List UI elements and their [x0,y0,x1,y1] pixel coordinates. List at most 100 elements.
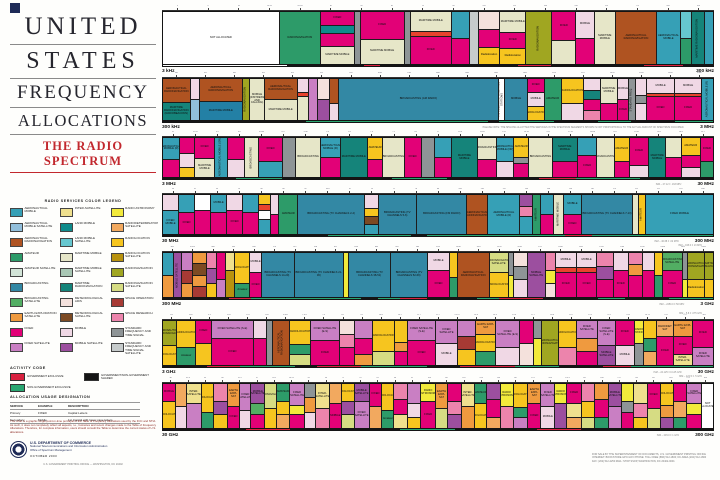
tick: 512 [293,246,297,251]
band-segment: AERONAUTICAL MOBILE (OR) [496,138,515,177]
usage-designation-table: SERVICE EXAMPLE DESCRIPTION Primary FIXED Cap… [10,402,140,424]
band-end-label: 3 GHz [700,301,714,307]
allocation-block [682,253,687,280]
tick: 200 [600,377,604,382]
allocation-block [195,211,211,234]
allocation-label: AERONAUTICAL MOBILE (OR) [218,138,222,177]
band-segment: MARITIME MOBILE [554,195,565,234]
allocation-label: MARITIME MOBILE [598,34,612,40]
band-segment [243,195,260,234]
allocation-block [195,195,211,212]
band-segment: FIXED SATELLITE [576,321,598,365]
legend-label: RADIONAVIGATION [125,267,153,270]
band-segment [520,195,534,234]
legend-swatch [10,313,23,322]
allocation-label: AERONAUTICAL RADIONAVIGATION [208,86,234,92]
band-segment: EARTH EXPL SAT FIXED [227,384,241,428]
band-segment [318,79,330,120]
allocation-block [226,271,235,297]
band-segment: RADIOLOCATION [513,384,529,428]
allocation-block [642,271,655,297]
allocation-block [448,384,461,402]
page-title-line4: ALLOCATIONS [17,111,149,130]
allocation-block [290,406,304,416]
allocation-label: STANDARD FREQ. [629,87,633,112]
allocation-block: FIXED [528,404,541,428]
tick: 174 [612,188,617,193]
tick: 174.5 [564,377,570,382]
allocation-label: MOBILE [213,201,224,205]
allocation-label: FIXED [426,47,435,51]
allocation-block [681,167,700,177]
allocation-label: FIXED SATELLITE (S-E) [599,327,614,337]
allocation-label: FIXED [182,221,191,225]
tick: 32 [193,188,197,193]
band-segment [227,138,246,177]
allocation-block: RADIOLOCATION [476,334,496,353]
band-segment [628,253,643,297]
tick-row: 300 328.6 400 406 450 470 512 608 614 698 806 902 96… [162,245,714,252]
allocation-block: BROADCASTING [295,138,321,177]
tick: 300 [703,377,708,382]
band-segment: FIXED MARITIME MOBILE [321,12,355,64]
allocation-block: RADIOLOCATION [289,321,311,346]
tick: 59 [360,5,363,10]
activity-swatch [84,373,99,381]
activity-segment [515,366,559,368]
allocation-block [647,408,660,428]
allocation-block: MARITIME MOBILE [649,138,666,177]
legend-label: BROADCASTING SATELLITE [24,297,49,304]
allocation-block [594,384,608,400]
tick: 72 [392,188,395,193]
allocation-block: FIXED [567,384,582,404]
allocation-label: FIXED SATELLITE [695,352,710,359]
allocation-label: MARITIME MOBILE [268,107,293,111]
tick: 59 [307,377,310,382]
tick: 23.6 [626,314,631,319]
allocation-label: RADIOLOCATION [561,88,583,92]
allocation-block: INTER-SATELLITE [186,384,201,405]
allocation-block [163,275,173,297]
tick: 806 [374,246,379,251]
allocation-block: FIXED [577,272,597,297]
spectrum-chart: 3 9 14 19.95 20.05 30 59 61 70 90 110 130 160 190 200 2… [162,0,714,480]
tick: 698 [354,246,358,251]
band-segment: RADIOLOCATION Amateur [382,384,395,428]
allocation-block: AERONAUTICAL RADIONAVIGATION [457,253,489,297]
band-segment [682,253,688,297]
allocation-block: RADIOLOCATION [382,384,394,411]
band-segment: MOBILE SATELLITE [251,384,266,428]
allocation-label: BROADCASTING [297,155,319,159]
allocation-block [163,159,180,177]
activity-entry: NON-GOVERNMENT EXCLUSIVE [10,384,84,392]
tick: 42.5 [237,377,242,382]
band-3MHz-30MHz: 3.0 3.155 3.5 4.0 4.438 4.75 5.06 5.9 6.2 7.0 7.3 8… [162,130,714,187]
tick: 1705 [406,72,412,77]
tick: 34 [216,188,219,193]
tick: 3 [176,5,178,10]
allocation-block: Amateur [177,347,196,365]
allocation-block [519,321,534,344]
allocation-block [700,161,714,177]
allocation-block [682,279,687,297]
band-segment [680,12,692,64]
allocation-block: FIXED [410,36,451,64]
allocation-block [647,94,674,98]
tick: 156 [568,188,573,193]
allocation-block [163,253,173,276]
allocation-block: FIXED [647,97,674,121]
tick: 225 [679,188,683,193]
tick: 235 [634,377,639,382]
allocation-block [486,417,500,428]
activity-segment [630,366,713,368]
band-segment [190,79,200,120]
allocation-label: RADIO ASTRONOMY [421,388,435,395]
band-segment: AERONAUTICAL MOBILE (R) [702,79,713,120]
allocation-label: AMATEUR [281,212,295,216]
legend-entry: MARITIME MOBILE SATELLITE [60,267,107,282]
allocation-block [621,384,633,402]
allocation-label: MOBILE SATELLITE [175,262,178,288]
legend-swatch [110,343,124,352]
band-segment: MOBILE SATELLITE [173,253,183,297]
band-segment [182,253,193,297]
